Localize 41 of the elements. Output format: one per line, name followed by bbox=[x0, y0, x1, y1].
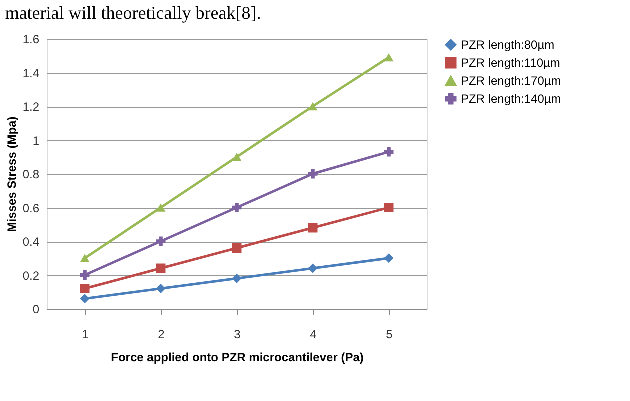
point bbox=[80, 254, 90, 262]
point bbox=[156, 204, 166, 212]
point bbox=[232, 274, 242, 284]
x-tick-label: 3 bbox=[234, 328, 242, 342]
point bbox=[308, 102, 318, 111]
x-tick-label: 5 bbox=[386, 328, 394, 342]
point bbox=[80, 284, 90, 294]
point bbox=[232, 203, 242, 212]
point bbox=[156, 236, 166, 246]
x-axis-title: Force applied onto PZR microcantilever (Pa) bbox=[111, 350, 364, 364]
point bbox=[384, 254, 394, 264]
x-tick-label: 2 bbox=[158, 328, 166, 342]
text: material will theoretically break[8]. bbox=[5, 3, 262, 23]
point bbox=[308, 264, 318, 274]
point bbox=[384, 147, 394, 157]
point bbox=[232, 153, 242, 162]
x-tick-label: 4 bbox=[310, 328, 318, 342]
point bbox=[384, 203, 394, 212]
y-tick-label: 0.4 bbox=[22, 235, 40, 249]
y-tick-label: 0.6 bbox=[22, 201, 40, 216]
y-axis-title: Misses Stress (Mpa) bbox=[4, 116, 19, 232]
y-tick-label: 0.2 bbox=[22, 268, 40, 283]
legend-label: PZR length:110µm bbox=[461, 56, 560, 70]
legend-label: PZR length:80µm bbox=[461, 38, 555, 52]
point bbox=[156, 284, 166, 294]
x-tick-label: 1 bbox=[82, 328, 90, 342]
point bbox=[308, 169, 318, 179]
point bbox=[80, 294, 90, 304]
y-tick-label: 1 bbox=[32, 134, 40, 148]
legend-label: PZR length:170µm bbox=[461, 74, 562, 88]
point bbox=[156, 264, 166, 274]
point bbox=[308, 223, 318, 233]
legend-label: PZR length:140µm bbox=[461, 92, 562, 106]
y-tick-label: 1.2 bbox=[22, 100, 40, 114]
y-tick-label: 0.8 bbox=[22, 168, 40, 182]
y-tick-label: 1.4 bbox=[22, 66, 40, 80]
y-tick-label: 0 bbox=[32, 302, 40, 316]
point bbox=[80, 270, 90, 280]
y-tick-label: 1.6 bbox=[22, 32, 40, 46]
point bbox=[384, 53, 394, 62]
point bbox=[232, 244, 242, 253]
